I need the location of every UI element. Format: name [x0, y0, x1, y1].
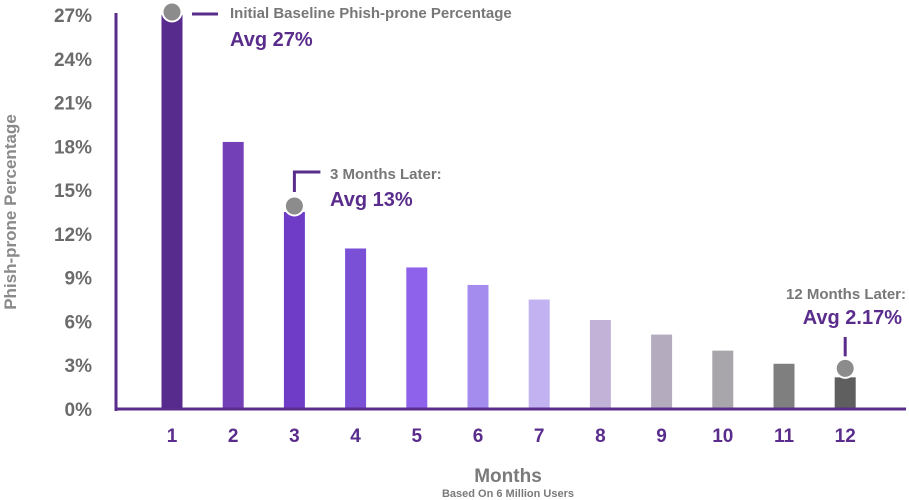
annotation-marker	[834, 357, 856, 379]
x-tick-label: 1	[167, 426, 178, 447]
x-tick-label: 5	[412, 426, 423, 447]
annotation-value: Avg 13%	[330, 189, 413, 211]
bar-month-12	[834, 377, 856, 409]
bar-month-11	[773, 363, 795, 409]
x-tick-label: 3	[289, 426, 300, 447]
x-tick-label: 12	[835, 426, 856, 447]
y-tick-label: 18%	[54, 137, 92, 158]
bar-month-1	[161, 15, 183, 409]
x-tick-label: 9	[656, 426, 667, 447]
bar-month-6	[467, 284, 489, 409]
chart-subtitle: Based On 6 Million Users	[442, 488, 574, 500]
annotation-leader-line	[292, 170, 321, 192]
x-tick-label: 8	[595, 426, 606, 447]
bar-month-10	[712, 350, 734, 409]
annotation-value: Avg 2.17%	[803, 307, 903, 329]
annotation-marker	[283, 195, 305, 217]
x-tick-label: 10	[712, 426, 733, 447]
y-tick-label: 9%	[65, 269, 93, 290]
bar-month-5	[406, 267, 428, 409]
bar-month-8	[589, 319, 611, 409]
annotation-value: Avg 27%	[230, 29, 313, 51]
bar-month-7	[528, 299, 550, 409]
x-tick-label: 2	[228, 426, 239, 447]
y-tick-label: 12%	[54, 225, 92, 246]
y-tick-label: 15%	[54, 181, 92, 202]
annotation-title: 12 Months Later:	[786, 286, 906, 303]
bar-month-3	[283, 212, 305, 409]
bar-month-4	[345, 248, 367, 409]
x-tick-label: 7	[534, 426, 545, 447]
x-tick-label: 6	[473, 426, 484, 447]
y-tick-label: 6%	[65, 312, 93, 333]
y-tick-label: 21%	[54, 94, 92, 115]
x-tick-label: 11	[774, 426, 795, 447]
annotation-marker	[161, 1, 183, 23]
x-axis-label: Months	[474, 466, 542, 487]
y-tick-label: 27%	[54, 6, 92, 27]
y-tick-label: 3%	[65, 356, 93, 377]
bar-month-2	[222, 141, 244, 409]
y-tick-label: 24%	[54, 50, 92, 71]
annotation-title: Initial Baseline Phish-prone Percentage	[230, 5, 512, 22]
y-axis-label: Phish-prone Percentage	[1, 114, 20, 310]
y-tick-label: 0%	[65, 400, 93, 421]
bar-month-9	[651, 334, 673, 409]
annotation-title: 3 Months Later:	[330, 166, 442, 183]
x-tick-label: 4	[350, 426, 361, 447]
